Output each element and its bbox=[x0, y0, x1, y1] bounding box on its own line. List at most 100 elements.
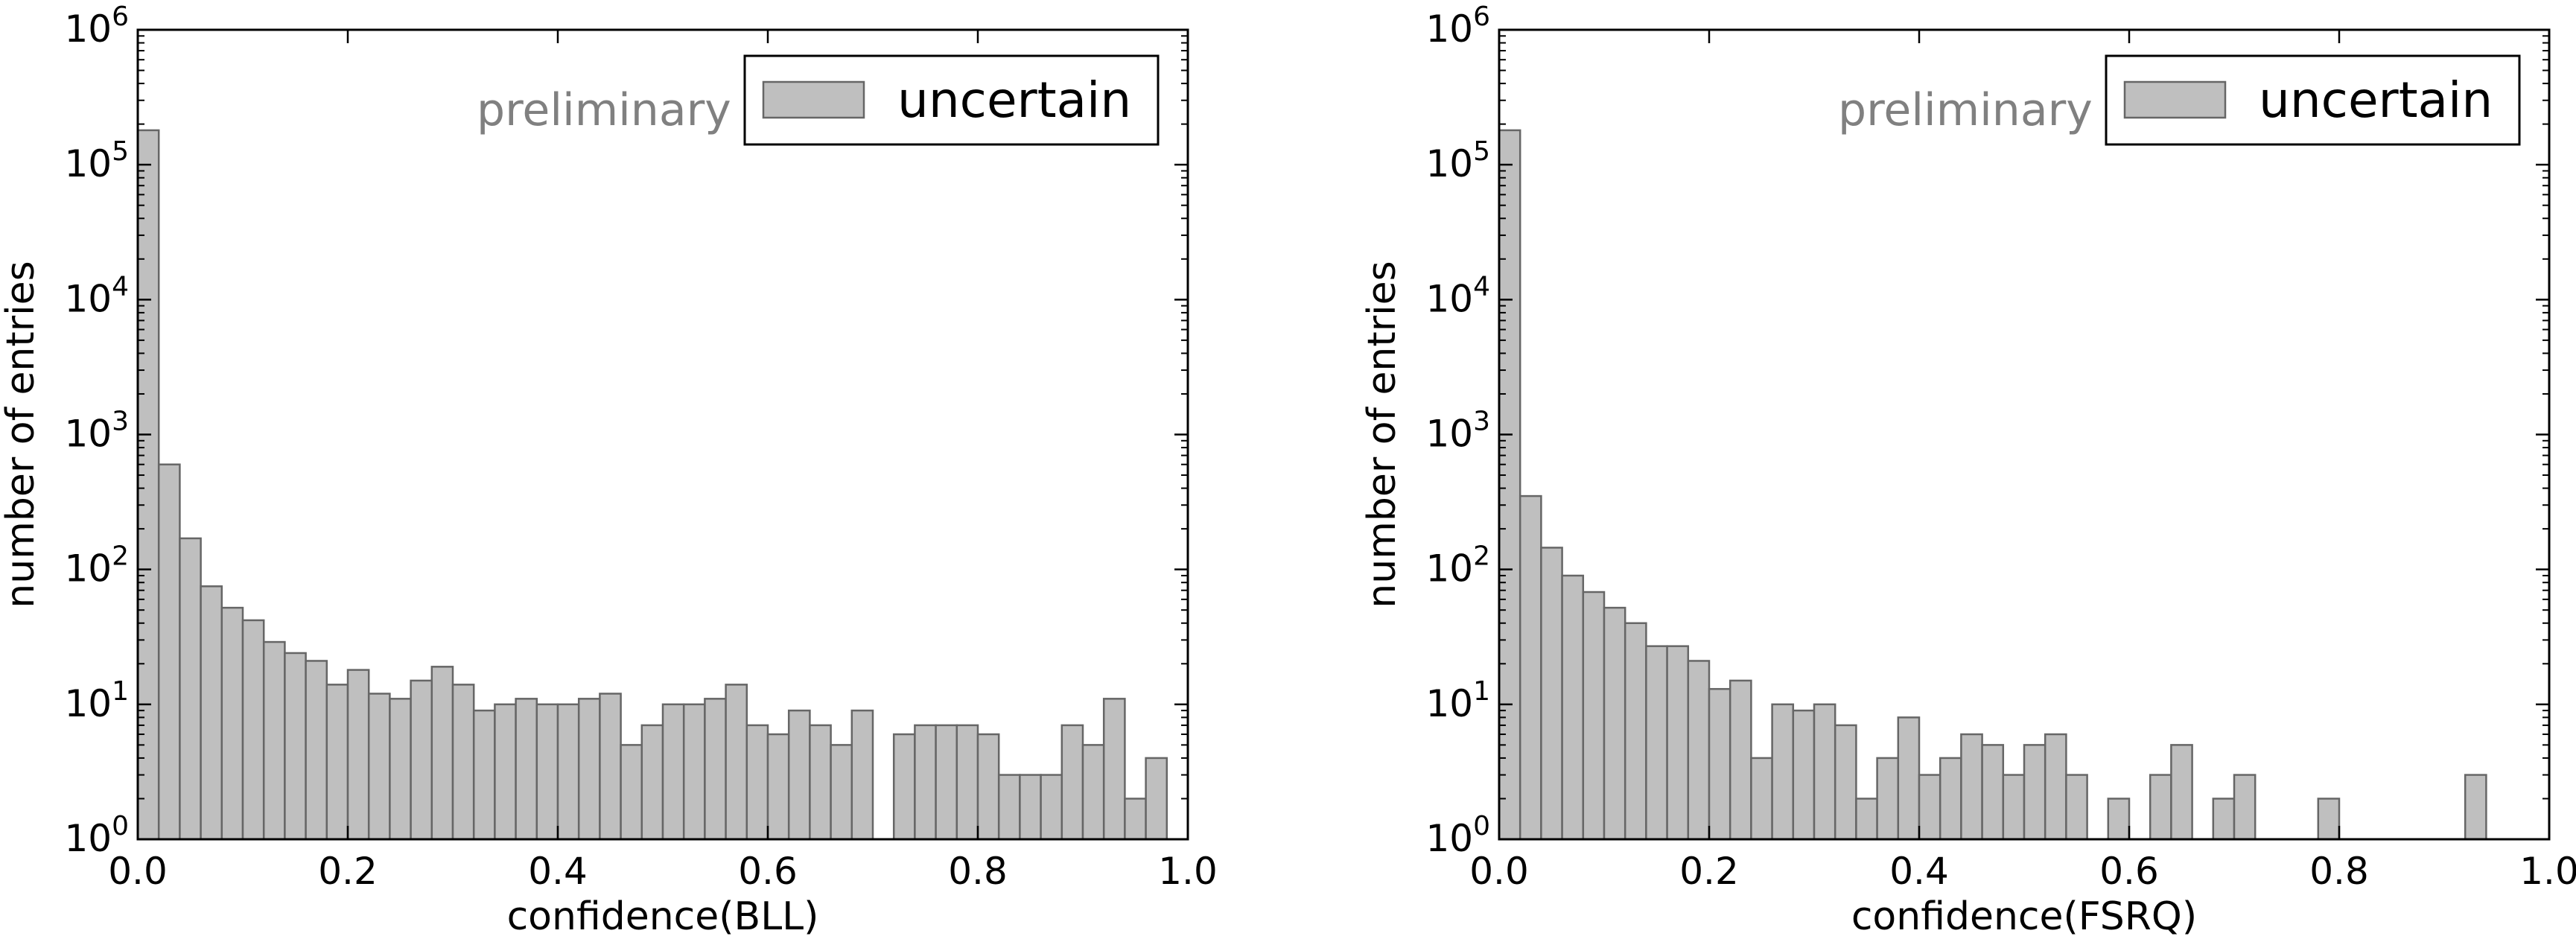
chart-2-legend: uncertain bbox=[2105, 54, 2521, 146]
chart-1-x-tick-label: 0.2 bbox=[318, 850, 378, 893]
chart-2-legend-swatch bbox=[2123, 80, 2227, 119]
chart-2-bar bbox=[1771, 703, 1795, 841]
chart-1-bar bbox=[577, 698, 601, 841]
chart-1-bar bbox=[262, 640, 286, 841]
chart-2-x-axis-label: confidence(FSRQ) bbox=[1851, 894, 2197, 939]
chart-1-bar bbox=[955, 724, 979, 841]
chart-2-y-tick-label: 103 bbox=[1425, 407, 1490, 456]
chart-2-bar bbox=[1981, 744, 2005, 841]
chart-2-bar bbox=[1939, 757, 1962, 841]
chart-1-bar bbox=[640, 724, 664, 841]
chart-1-bar bbox=[1019, 774, 1042, 841]
chart-1-bar bbox=[976, 733, 1000, 841]
chart-1-bar bbox=[1081, 744, 1105, 841]
chart-1-bar bbox=[241, 619, 265, 841]
chart-1-bar bbox=[809, 724, 832, 841]
chart-2-bar bbox=[1708, 687, 1731, 841]
chart-2-bar bbox=[1834, 724, 1857, 841]
chart-1-bar bbox=[325, 684, 349, 841]
chart-2-bar bbox=[2212, 798, 2236, 841]
chart-1-bar bbox=[682, 703, 706, 841]
chart-1-x-tick-label: 0.8 bbox=[948, 850, 1008, 893]
chart-2-bar bbox=[1750, 757, 1773, 841]
chart-2-preliminary-annotation: preliminary bbox=[1838, 84, 2093, 136]
chart-1-bar bbox=[157, 463, 181, 841]
chart-1-bar bbox=[830, 744, 853, 841]
chart-1-x-tick-label: 0.0 bbox=[108, 850, 168, 893]
chart-2-y-ticks: 100 101 102 103 104 105 106 bbox=[1425, 1, 2549, 860]
chart-2-y-tick-label: 100 bbox=[1425, 811, 1490, 860]
chart-2-x-tick-label: 0.4 bbox=[1889, 850, 1949, 893]
chart-1-bar bbox=[220, 606, 244, 841]
chart-2-y-axis-label: number of entries bbox=[1360, 261, 1405, 608]
chart-2-bar bbox=[2044, 733, 2067, 841]
chart-2-bar bbox=[1813, 703, 1836, 841]
chart-1-bar bbox=[850, 709, 874, 841]
chart-2-bar bbox=[1540, 547, 1563, 841]
chart-1-bar bbox=[620, 744, 643, 841]
chart-1-panel: 0.0 0.2 0.4 0.6 0.8 1.0 100 101 102 103 104 105 106 c… bbox=[0, 1, 1218, 939]
chart-2-panel: 0.0 0.2 0.4 0.6 0.8 1.0 100 101 102 103 104 105 106 c… bbox=[1360, 1, 2576, 939]
chart-1-x-tick-label: 0.4 bbox=[528, 850, 588, 893]
chart-1-x-axis-label: confidence(BLL) bbox=[507, 894, 819, 939]
chart-1-y-tick-label: 103 bbox=[64, 407, 129, 456]
chart-1-y-tick-label: 102 bbox=[64, 541, 129, 591]
chart-1-x-tick-label: 0.6 bbox=[738, 850, 798, 893]
chart-1-bar bbox=[745, 724, 769, 841]
chart-2-bar bbox=[1666, 645, 1690, 841]
chart-1-legend-label: uncertain bbox=[897, 71, 1131, 129]
chart-1-bar bbox=[179, 537, 202, 841]
chart-2-bar bbox=[1897, 716, 1921, 841]
chart-1-y-tick-label: 101 bbox=[64, 676, 129, 725]
chart-1-bar bbox=[367, 693, 391, 841]
chart-2-x-tick-label: 0.0 bbox=[1469, 850, 1529, 893]
chart-1-bar bbox=[1060, 724, 1084, 841]
chart-1-bar bbox=[1145, 757, 1168, 841]
chart-2-y-tick-label: 105 bbox=[1425, 136, 1490, 185]
chart-2-bar bbox=[2233, 774, 2257, 841]
chart-2-bar bbox=[1623, 622, 1647, 841]
chart-1-bar bbox=[410, 679, 433, 841]
chart-1-bar bbox=[284, 652, 307, 841]
chart-1-y-tick-label: 104 bbox=[64, 271, 129, 320]
chart-1-legend-swatch bbox=[762, 80, 865, 119]
chart-1-bar bbox=[997, 774, 1021, 841]
chart-2-y-tick-label: 101 bbox=[1425, 676, 1490, 725]
chart-1-bar bbox=[305, 660, 328, 841]
chart-1-bar bbox=[1102, 698, 1126, 841]
chart-2-bar bbox=[1687, 660, 1711, 841]
chart-2-bar bbox=[2065, 774, 2088, 841]
chart-2-bar bbox=[1855, 798, 1878, 841]
chart-1-y-tick-label: 106 bbox=[64, 1, 129, 51]
chart-1-y-ticks: 100 101 102 103 104 105 106 bbox=[64, 1, 1188, 860]
chart-1-bar bbox=[200, 585, 223, 841]
chart-1-bar bbox=[1040, 774, 1063, 841]
chart-2-bar bbox=[1582, 591, 1606, 841]
chart-1-bar bbox=[599, 693, 622, 841]
chart-1-bar bbox=[430, 666, 454, 841]
chart-2-bar bbox=[1518, 494, 1542, 841]
chart-2-x-tick-label: 0.8 bbox=[2309, 850, 2369, 893]
chart-2-bar bbox=[1960, 733, 1983, 841]
chart-2-bar bbox=[1645, 645, 1668, 841]
chart-2-bar bbox=[1561, 574, 1585, 841]
chart-1-bar bbox=[766, 733, 790, 841]
chart-1-bar bbox=[494, 703, 517, 841]
chart-2-x-tick-label: 1.0 bbox=[2519, 850, 2576, 893]
chart-2-y-tick-label: 102 bbox=[1425, 541, 1490, 591]
chart-1-bar bbox=[1124, 798, 1147, 841]
chart-2-bar bbox=[2317, 798, 2341, 841]
chart-1-bar bbox=[515, 698, 538, 841]
chart-2-x-ticks: 0.0 0.2 0.4 0.6 0.8 1.0 bbox=[1469, 30, 2576, 893]
chart-1-legend: uncertain bbox=[743, 54, 1160, 146]
chart-2-bar bbox=[2464, 774, 2487, 841]
chart-2-x-tick-label: 0.2 bbox=[1679, 850, 1739, 893]
chart-2-legend-label: uncertain bbox=[2259, 71, 2493, 129]
chart-1-y-axis-label: number of entries bbox=[0, 261, 43, 608]
chart-1-bar bbox=[892, 733, 916, 841]
chart-1-y-tick-label: 105 bbox=[64, 136, 129, 185]
chart-2-bar bbox=[1603, 606, 1626, 841]
chart-2-bar bbox=[1729, 679, 1752, 841]
